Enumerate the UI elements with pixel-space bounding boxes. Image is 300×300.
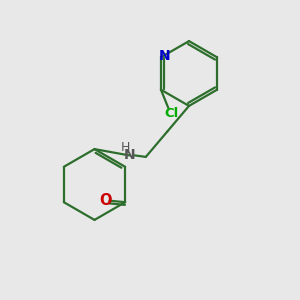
Text: Cl: Cl bbox=[164, 107, 178, 120]
Text: H: H bbox=[121, 141, 130, 154]
Text: O: O bbox=[100, 193, 112, 208]
Text: N: N bbox=[124, 148, 135, 162]
Text: N: N bbox=[159, 49, 170, 63]
